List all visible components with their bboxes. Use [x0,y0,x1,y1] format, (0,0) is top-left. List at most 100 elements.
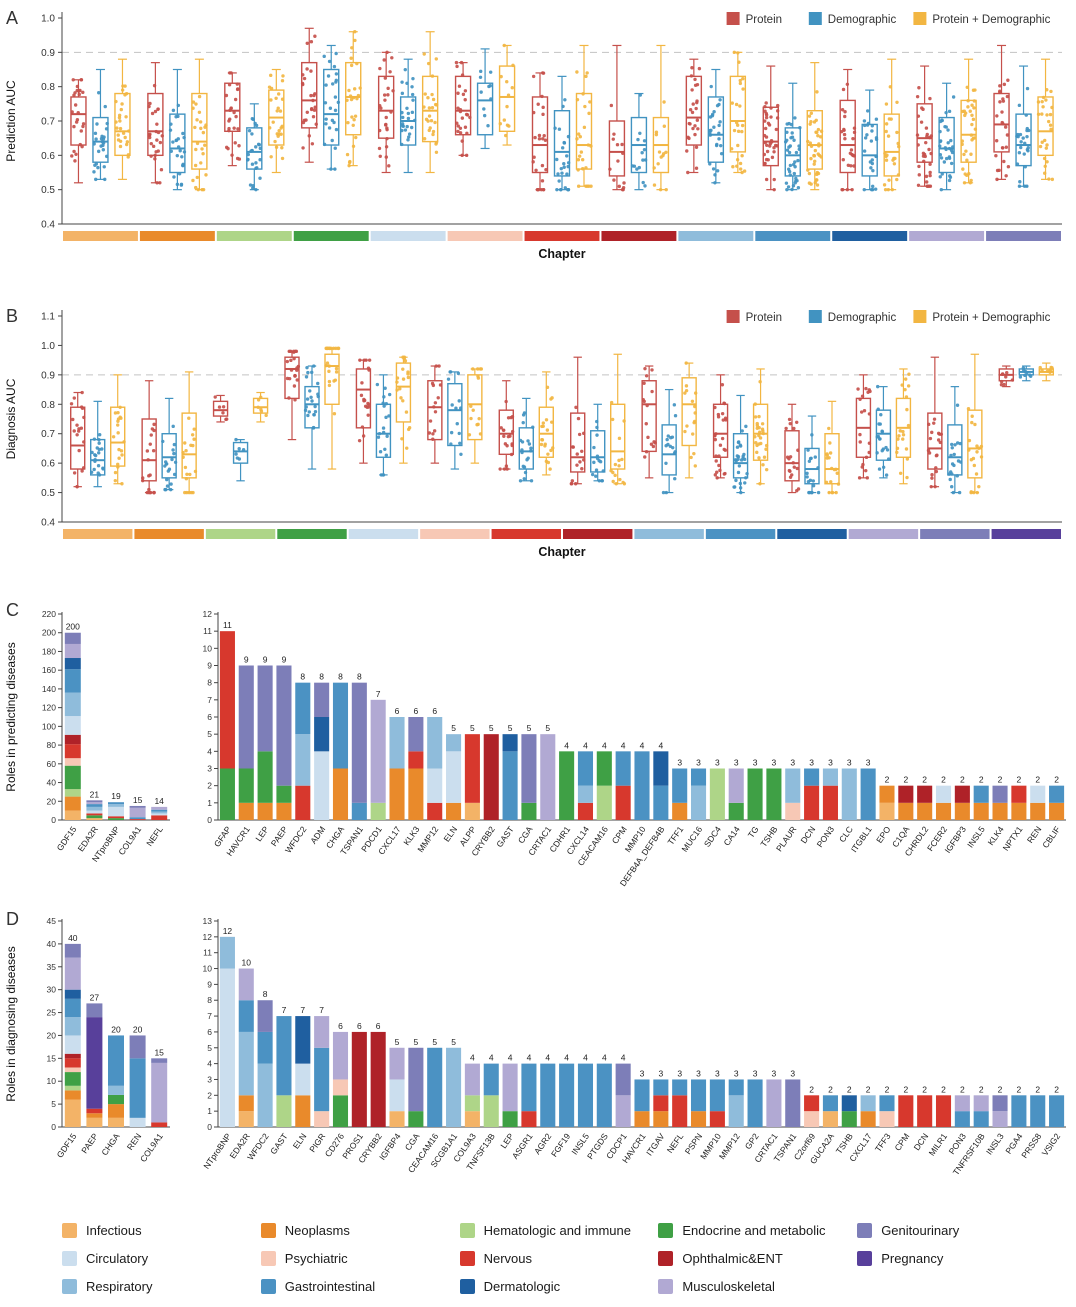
bar-REN: 20 REN [125,1024,146,1152]
svg-text:6: 6 [207,712,212,722]
bar-ELN: 5 ELN [442,723,462,844]
svg-text:8: 8 [319,672,324,682]
svg-text:Diagnosis AUC: Diagnosis AUC [4,378,18,459]
panel-diagnosing-roles: D 0 5 10 15 20 25 30 35 40 45 40 GDF15 27 PAEP 20 CHGA 20… [0,905,1076,1211]
chapter-band-nervous [491,529,561,539]
svg-text:10: 10 [203,964,213,974]
svg-text:6: 6 [432,706,437,716]
svg-text:5: 5 [51,1099,56,1109]
svg-text:9: 9 [207,661,212,671]
svg-text:3: 3 [828,758,833,768]
bar-TFF3: 2 TFF3 [873,1084,895,1154]
chapter-band-dermatologic [832,231,908,241]
svg-text:D: D [6,909,19,929]
box-neoplasms-2 [181,371,198,495]
legend-swatch-genitourinary [857,1223,873,1238]
box-genitourinary-0 [993,44,1011,182]
svg-text:0.4: 0.4 [41,518,55,529]
svg-text:Protein + Demographic: Protein + Demographic [932,312,1050,324]
box-gastrointestinal-1 [732,394,749,495]
svg-text:12: 12 [203,609,213,619]
svg-text:10: 10 [203,643,213,653]
svg-text:8: 8 [263,989,268,999]
bar-REN: 2 REN [1025,775,1046,845]
bar-TG: 3 TG [746,758,763,840]
svg-text:0.6: 0.6 [41,151,55,162]
svg-text:200: 200 [66,622,80,632]
svg-text:Chapter: Chapter [538,247,585,261]
chapter-band-endocrine [277,529,347,539]
box-neoplasms-0 [140,380,157,495]
svg-text:CPM: CPM [892,1131,911,1152]
svg-text:9: 9 [207,979,212,989]
box-circulatory-0 [377,50,395,174]
svg-text:Chapter: Chapter [538,545,585,559]
svg-text:VSIG2: VSIG2 [1040,1131,1063,1157]
svg-text:160: 160 [42,665,56,675]
box-ophthalmic-1 [630,92,648,191]
legend-label-gastrointestinal: Gastrointestinal [284,1279,376,1294]
svg-text:4: 4 [658,740,663,750]
box-pregnancy-0 [998,365,1015,388]
svg-text:5: 5 [207,729,212,739]
box-genitourinary-1 [947,386,963,495]
svg-text:4: 4 [621,740,626,750]
box-ophthalmic-0 [608,44,626,192]
svg-text:8: 8 [300,672,305,682]
legend-label-neoplasms: Neoplasms [284,1223,350,1238]
chapter-band-hematologic [205,529,276,539]
svg-text:40: 40 [68,933,78,943]
svg-text:11: 11 [203,948,212,958]
panel-diagnosis-auc: B 0.4 0.5 0.6 0.7 0.8 0.9 1.0 1.1 Diagnosis AUC Pr… [0,298,1076,596]
box-circulatory-1 [375,374,392,477]
box-respiratory-2 [681,361,698,479]
svg-text:3: 3 [790,758,795,768]
legend-item-genitourinary: Genitourinary [857,1223,1048,1238]
box-neoplasms-1 [161,397,178,492]
box-musculoskeletal-0 [855,374,872,480]
box-infectious-1 [92,68,109,182]
svg-text:ELN: ELN [291,1131,309,1150]
box-dermatologic-1 [804,415,821,495]
box-ophthalmic-0 [569,356,586,486]
svg-text:1: 1 [207,1106,212,1116]
svg-text:2: 2 [885,775,890,785]
box-pregnancy-1 [1018,365,1034,382]
svg-text:8: 8 [207,678,212,688]
svg-text:27: 27 [90,992,100,1002]
box-neoplasms-2 [191,58,208,192]
svg-text:0: 0 [51,815,56,825]
box-hematologic-2 [252,391,269,423]
box-gastrointestinal-2 [752,368,769,486]
box-dermatologic-0 [839,68,857,192]
legend-item-circulatory: Circulatory [62,1251,253,1266]
svg-text:1.0: 1.0 [41,14,55,25]
bar-LEP: 9 LEP [253,655,273,843]
svg-text:5: 5 [413,1037,418,1047]
svg-text:25: 25 [47,1008,57,1018]
svg-text:4: 4 [640,740,645,750]
svg-text:6: 6 [413,706,418,716]
box-ophthalmic-2 [609,353,627,486]
chapter-band-respiratory [634,529,704,539]
legend-item-psychiatric: Psychiatric [260,1251,452,1266]
diagnosing-roles-stacked-bars: D05101520253035404540GDF1527PAEP20CHGA20… [4,909,1066,1177]
svg-text:9: 9 [263,655,268,665]
svg-text:REN: REN [125,1131,143,1151]
svg-text:60: 60 [47,759,57,769]
box-respiratory-0 [685,58,703,175]
bar-GP2: 3 GP2 [743,1068,763,1151]
svg-text:Demographic: Demographic [828,14,897,26]
svg-text:CBLIF: CBLIF [1040,824,1062,849]
diagnosis-auc-boxplot: B 0.4 0.5 0.6 0.7 0.8 0.9 1.0 1.1 Diagnosis AUC Pr… [4,306,1062,559]
box-musculoskeletal-0 [915,65,934,188]
svg-text:180: 180 [42,646,56,656]
box-circulatory-0 [355,358,372,464]
legend-label-hematologic: Hematologic and immune [483,1223,631,1238]
svg-text:5: 5 [395,1037,400,1047]
svg-text:4: 4 [470,1053,475,1063]
svg-text:0.4: 0.4 [41,220,55,231]
box-endocrine-1 [322,44,341,171]
